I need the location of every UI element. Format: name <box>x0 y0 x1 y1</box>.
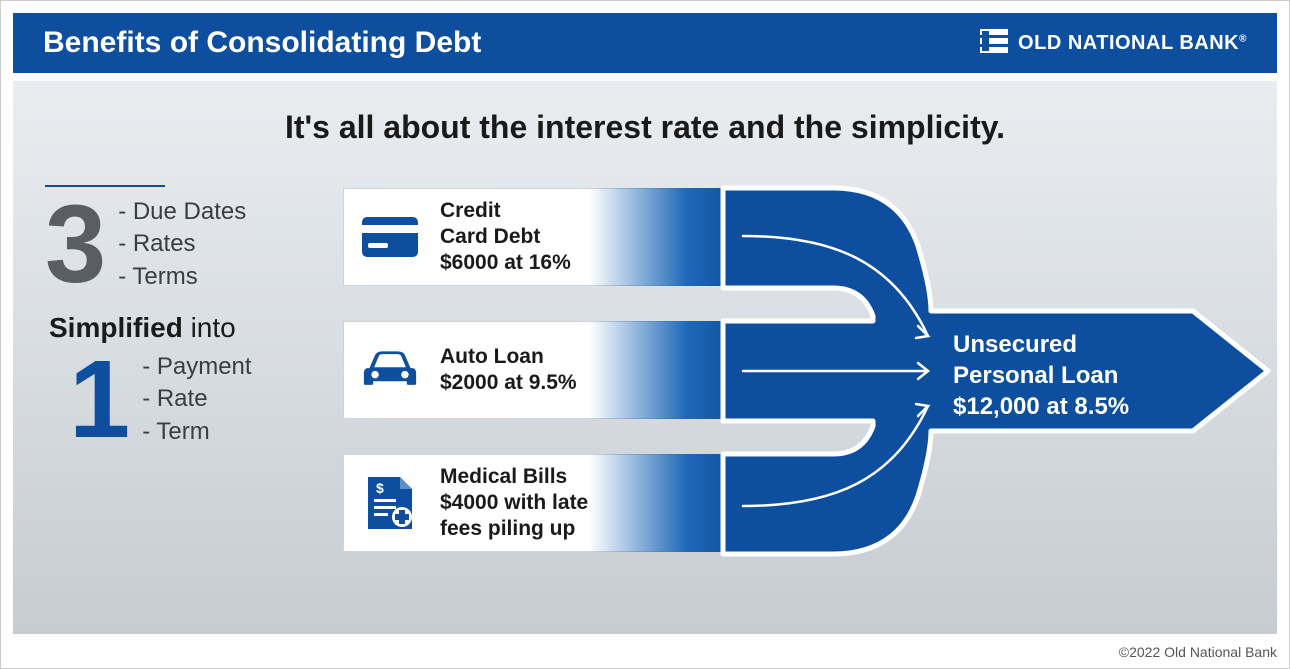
card-line: $4000 with late <box>440 490 588 516</box>
card-line: Card Debt <box>440 224 571 250</box>
svg-text:$: $ <box>376 480 384 496</box>
brand-logo-icon <box>980 29 1008 58</box>
header-bar: Benefits of Consolidating Debt OLD NATIO… <box>13 13 1277 73</box>
result-line: Unsecured <box>953 329 1203 360</box>
card-line: Credit <box>440 198 571 224</box>
page-title: Benefits of Consolidating Debt <box>43 26 481 60</box>
bullet: - Due Dates <box>118 196 246 228</box>
brand: OLD NATIONAL BANK® <box>980 29 1247 58</box>
numeral-three: 3 <box>45 195 106 294</box>
card-line: fees piling up <box>440 516 588 542</box>
credit-card-icon <box>362 217 418 257</box>
result-line: $12,000 at 8.5% <box>953 391 1203 422</box>
car-icon <box>362 348 418 392</box>
debt-card-medical: $ Medical Bills $4000 with late fees pil… <box>343 454 738 552</box>
card-line: Auto Loan <box>440 344 577 370</box>
three-block: 3 - Due Dates - Rates - Terms <box>45 195 325 294</box>
copyright: ©2022 Old National Bank <box>1119 644 1277 660</box>
card-line: $6000 at 16% <box>440 250 571 276</box>
debt-card-credit: Credit Card Debt $6000 at 16% <box>343 188 738 286</box>
numeral-one: 1 <box>69 350 130 449</box>
simplified-rest: into <box>183 312 236 343</box>
card-text: Medical Bills $4000 with late fees pilin… <box>440 464 588 543</box>
result-line: Personal Loan <box>953 360 1203 391</box>
bullet: - Rate <box>142 383 251 415</box>
brand-registered-mark: ® <box>1239 33 1247 44</box>
card-line: Medical Bills <box>440 464 588 490</box>
card-text: Credit Card Debt $6000 at 16% <box>440 198 571 277</box>
card-text: Auto Loan $2000 at 9.5% <box>440 344 577 397</box>
brand-name-text: OLD NATIONAL BANK <box>1018 32 1239 54</box>
three-bullets: - Due Dates - Rates - Terms <box>118 196 246 293</box>
bullet: - Payment <box>142 351 251 383</box>
bullet: - Terms <box>118 261 246 293</box>
card-line: $2000 at 9.5% <box>440 370 577 396</box>
medical-bill-icon: $ <box>362 475 418 531</box>
bullet: - Term <box>142 416 251 448</box>
body-panel: It's all about the interest rate and the… <box>13 81 1277 634</box>
result-label: Unsecured Personal Loan $12,000 at 8.5% <box>953 329 1203 423</box>
subtitle: It's all about the interest rate and the… <box>13 109 1277 146</box>
one-bullets: - Payment - Rate - Term <box>142 351 251 448</box>
left-summary: 3 - Due Dates - Rates - Terms Simplified… <box>45 185 325 449</box>
one-block: 1 - Payment - Rate - Term <box>69 350 325 449</box>
bullet: - Rates <box>118 228 246 260</box>
brand-name: OLD NATIONAL BANK® <box>1018 32 1247 55</box>
debt-card-auto: Auto Loan $2000 at 9.5% <box>343 321 738 419</box>
